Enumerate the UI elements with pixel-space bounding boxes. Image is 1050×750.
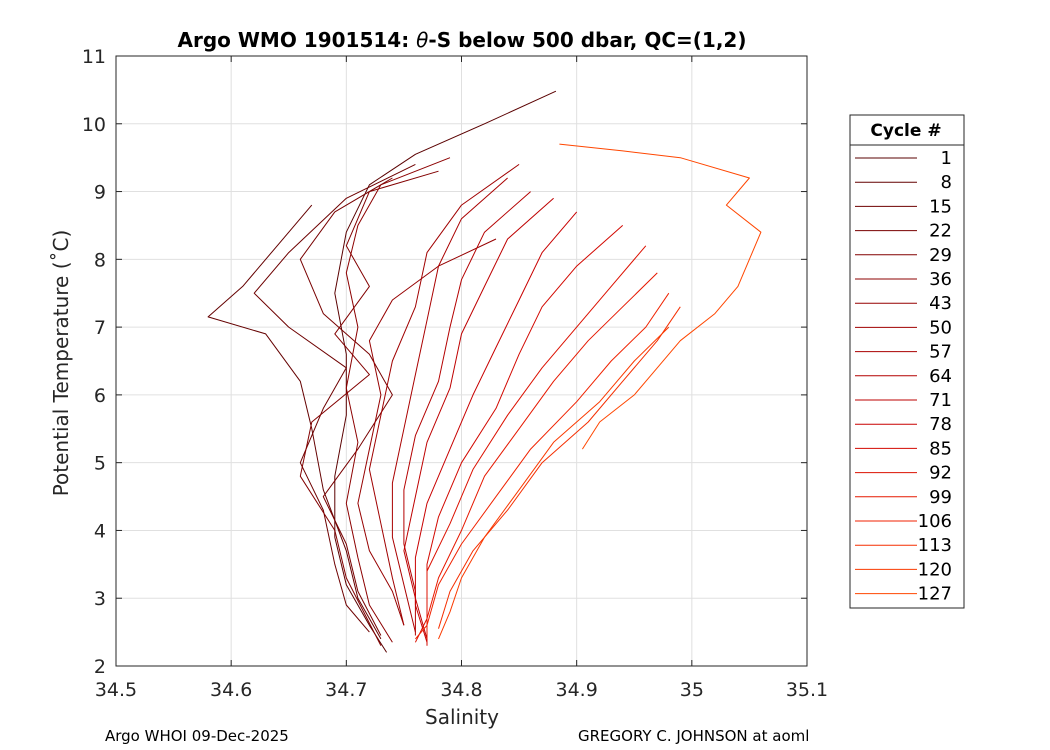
series-line-cycle-120 bbox=[438, 326, 670, 640]
title-prefix: Argo WMO 1901514: bbox=[178, 28, 417, 52]
legend-label: 120 bbox=[918, 559, 952, 580]
legend-label: 92 bbox=[929, 463, 952, 484]
series-line-cycle-1 bbox=[334, 90, 557, 653]
series-line-cycle-15 bbox=[253, 163, 416, 633]
series-line-cycle-92 bbox=[414, 245, 647, 643]
y-axis-label: Potential Temperature (˚C) bbox=[49, 230, 73, 497]
x-tick-label: 34.8 bbox=[440, 679, 482, 701]
y-tick-label: 7 bbox=[94, 317, 106, 339]
legend-label: 8 bbox=[941, 172, 952, 193]
legend-label: 50 bbox=[929, 317, 952, 338]
axis-ticks: 34.5 34.6 34.7 34.8 34.9 35 35.1 2 3 4 5 6 7 8 9 10 11 bbox=[82, 46, 828, 701]
x-axis-label: Salinity bbox=[425, 705, 499, 729]
series-group bbox=[207, 90, 762, 653]
series-line-cycle-113 bbox=[438, 306, 681, 629]
legend-box bbox=[849, 114, 965, 609]
legend-title: Cycle # bbox=[870, 121, 941, 141]
series-line-cycle-78 bbox=[414, 211, 578, 643]
legend-label: 64 bbox=[929, 366, 952, 387]
series-line-cycle-50 bbox=[368, 163, 520, 626]
legend-label: 1 bbox=[941, 148, 952, 169]
legend-label: 36 bbox=[929, 269, 952, 290]
legend-label: 99 bbox=[929, 487, 952, 508]
y-tick-label: 10 bbox=[82, 114, 106, 136]
legend-label: 127 bbox=[918, 584, 952, 605]
y-tick-label: 3 bbox=[94, 588, 106, 610]
series-line-cycle-106 bbox=[415, 292, 670, 640]
legend-label: 106 bbox=[918, 511, 952, 532]
footer-right: GREGORY C. JOHNSON at aoml bbox=[578, 727, 809, 745]
series-line-cycle-64 bbox=[403, 191, 531, 636]
y-tick-label: 5 bbox=[94, 453, 106, 475]
x-tick-label: 34.5 bbox=[95, 679, 137, 701]
legend-label: 22 bbox=[929, 221, 952, 242]
x-tick-label: 35 bbox=[680, 679, 704, 701]
series-line-cycle-43 bbox=[357, 238, 497, 626]
series-line-cycle-99 bbox=[426, 272, 658, 639]
legend-label: 78 bbox=[929, 414, 952, 435]
chart-title: Argo WMO 1901514: θ-S below 500 dbar, QC… bbox=[178, 28, 747, 52]
series-line-cycle-71 bbox=[403, 197, 554, 640]
y-tick-label: 2 bbox=[94, 656, 106, 678]
series-line-cycle-127 bbox=[559, 143, 762, 450]
legend-label: 43 bbox=[929, 293, 952, 314]
legend-items: 1 8 15 22 29 36 43 50 57 64 71 78 85 92 99 106 113 120 127 bbox=[855, 148, 952, 605]
legend: Cycle # 18152229364350576471788592991061… bbox=[849, 114, 965, 609]
series-line-cycle-29 bbox=[299, 170, 439, 646]
y-tick-label: 4 bbox=[94, 520, 106, 542]
footer-left: Argo WHOI 09-Dec-2025 bbox=[105, 727, 289, 745]
series-line-cycle-36 bbox=[345, 157, 451, 643]
legend-label: 85 bbox=[929, 438, 952, 459]
legend-label: 15 bbox=[929, 196, 952, 217]
title-theta-symbol: θ bbox=[416, 28, 428, 52]
legend-label: 29 bbox=[929, 245, 952, 266]
y-tick-label: 11 bbox=[82, 46, 106, 68]
x-tick-label: 34.6 bbox=[210, 679, 252, 701]
series-line-cycle-22 bbox=[299, 177, 393, 636]
x-tick-label: 34.9 bbox=[556, 679, 598, 701]
legend-label: 113 bbox=[918, 535, 952, 556]
x-tick-label: 34.7 bbox=[325, 679, 367, 701]
legend-label: 57 bbox=[929, 342, 952, 363]
legend-label: 71 bbox=[929, 390, 952, 411]
title-suffix: -S below 500 dbar, QC=(1,2) bbox=[428, 28, 746, 52]
y-tick-label: 8 bbox=[94, 249, 106, 271]
y-tick-label: 9 bbox=[94, 182, 106, 204]
x-tick-label: 35.1 bbox=[786, 679, 828, 701]
series-line-cycle-57 bbox=[391, 177, 508, 633]
y-tick-label: 6 bbox=[94, 385, 106, 407]
series-line-cycle-8 bbox=[207, 204, 382, 640]
